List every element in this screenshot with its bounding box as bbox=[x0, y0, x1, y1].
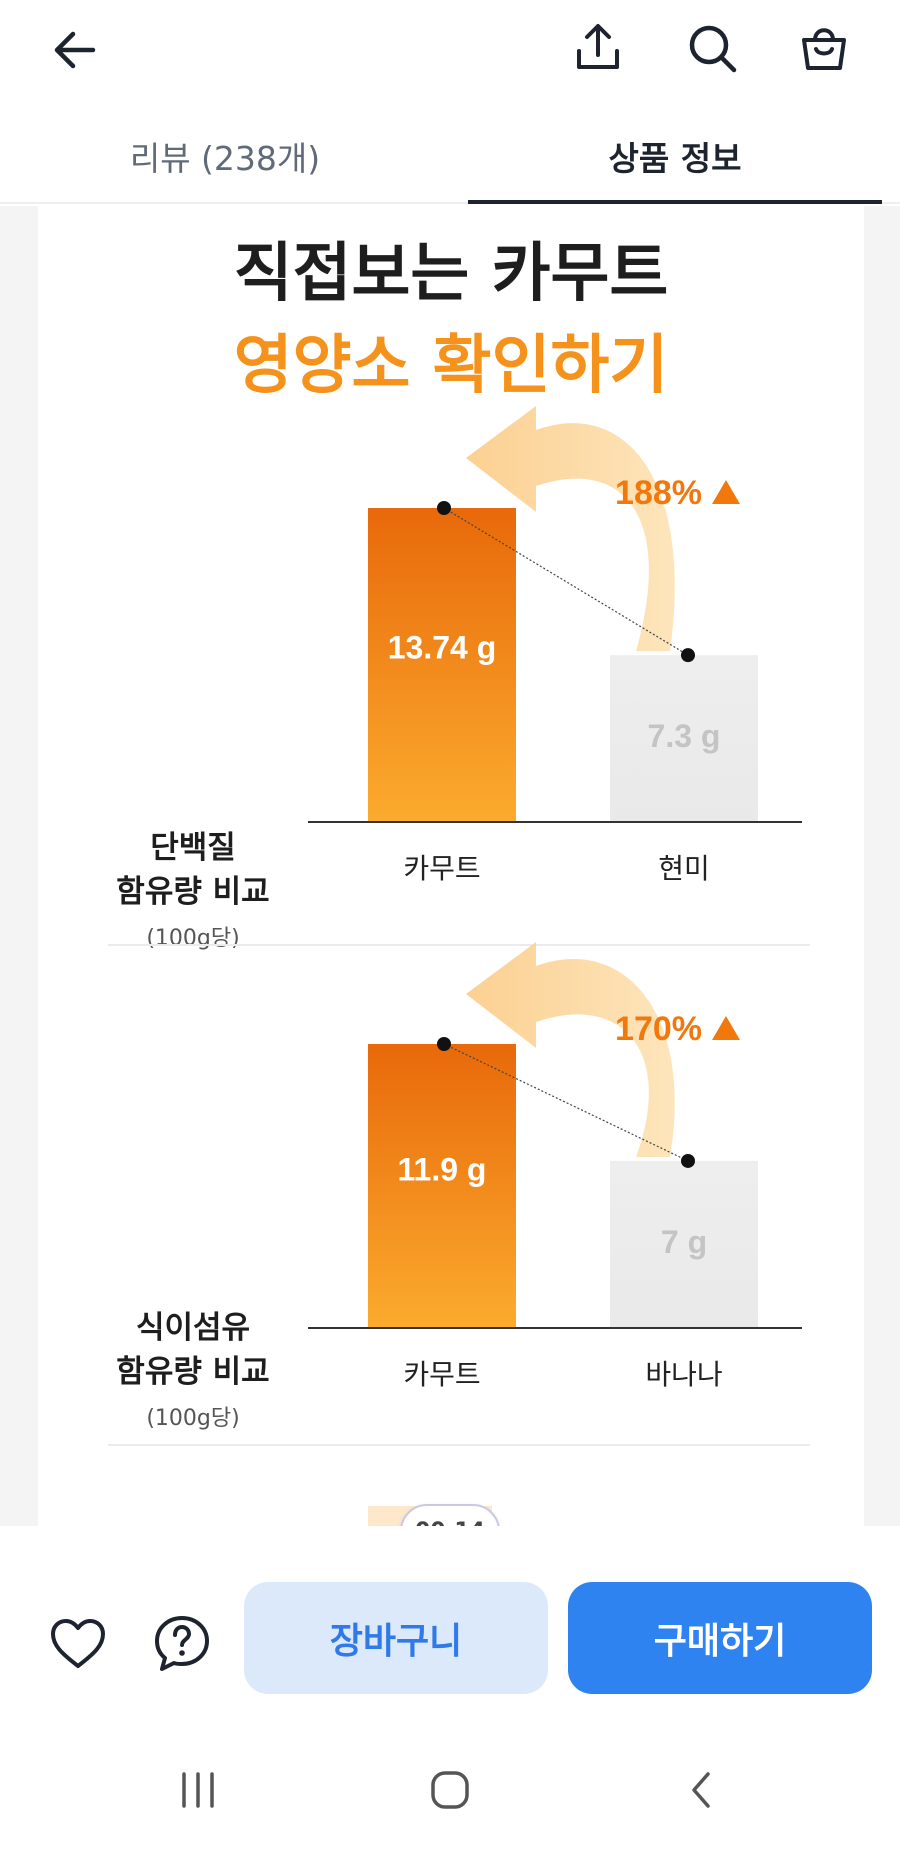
top-bar bbox=[0, 0, 900, 96]
heart-icon bbox=[51, 1619, 105, 1668]
section-label: 단백질 함유량 비교 (100g당) bbox=[78, 826, 308, 952]
search-button[interactable] bbox=[676, 12, 748, 84]
section-title-line1: 단백질 bbox=[150, 830, 236, 866]
value-dot bbox=[437, 501, 451, 515]
section-divider bbox=[108, 944, 810, 946]
section-title-line2: 함유량 비교 bbox=[116, 1354, 270, 1390]
system-back-button[interactable] bbox=[662, 1760, 742, 1820]
up-triangle-icon bbox=[712, 480, 740, 504]
bar-현미 bbox=[610, 655, 758, 822]
percent-annotation: 170% bbox=[615, 1010, 702, 1048]
value-dot bbox=[437, 1037, 451, 1051]
product-detail-content[interactable]: 직접보는 카무트 영양소 확인하기 단백질 함유량 비교 (100g당) 식이섬… bbox=[0, 206, 900, 1526]
buy-now-button[interactable]: 구매하기 bbox=[568, 1582, 872, 1694]
back-icon bbox=[692, 1772, 710, 1808]
system-navigation-bar bbox=[0, 1740, 900, 1850]
increase-arrow-icon bbox=[466, 406, 675, 652]
wishlist-button[interactable] bbox=[44, 1610, 112, 1678]
fiber-comparison-section: 식이섬유 함유량 비교 (100g당) bbox=[38, 946, 864, 1456]
bar-value-label: 7.3 g bbox=[648, 718, 721, 754]
section-unit-note: (100g당) bbox=[146, 926, 240, 951]
chart-1: 11.9 g 7 g 카무트 바나나 170% bbox=[308, 942, 802, 1391]
connector-line bbox=[443, 1043, 689, 1162]
bottom-action-bar: 장바구니 구매하기 bbox=[0, 1526, 900, 1696]
share-icon bbox=[577, 24, 619, 69]
category-label: 바나나 bbox=[645, 1358, 722, 1391]
bar-value-label: 11.9 g bbox=[398, 1151, 487, 1187]
shopping-bag-button[interactable] bbox=[788, 12, 860, 84]
section-unit-note: (100g당) bbox=[146, 1406, 240, 1431]
detail-image-card: 직접보는 카무트 영양소 확인하기 단백질 함유량 비교 (100g당) 식이섬… bbox=[38, 206, 864, 1526]
up-triangle-icon bbox=[712, 1016, 740, 1040]
value-dot bbox=[681, 1153, 695, 1168]
share-button[interactable] bbox=[562, 12, 634, 84]
category-label: 현미 bbox=[658, 852, 710, 885]
percent-annotation: 188% bbox=[615, 474, 702, 512]
bar-카무트 bbox=[368, 1044, 516, 1328]
section-title-line1: 식이섬유 bbox=[135, 1310, 251, 1346]
section-divider bbox=[108, 1444, 810, 1446]
question-icon bbox=[155, 1616, 209, 1671]
bar-value-label: 13.74 g bbox=[388, 630, 497, 666]
tab-product-info[interactable]: 상품 정보 bbox=[450, 110, 900, 204]
home-icon bbox=[431, 1771, 469, 1809]
tab-reviews[interactable]: 리뷰 (238개) bbox=[129, 139, 321, 178]
recent-apps-icon bbox=[182, 1772, 214, 1808]
bar-카무트 bbox=[368, 508, 516, 822]
section-label: 식이섬유 함유량 비교 (100g당) bbox=[78, 1306, 308, 1432]
section-title-line2: 함유량 비교 bbox=[116, 874, 270, 910]
chart-0: 13.74 g 7.3 g 카무트 현미 188% bbox=[308, 406, 802, 885]
category-label: 카무트 bbox=[403, 852, 480, 885]
inquiry-button[interactable] bbox=[148, 1610, 216, 1678]
bar-value-label: 7 g bbox=[661, 1224, 707, 1260]
recent-apps-button[interactable] bbox=[158, 1760, 238, 1820]
category-label: 카무트 bbox=[403, 1358, 480, 1391]
bar-바나나 bbox=[610, 1160, 758, 1328]
search-icon bbox=[689, 25, 737, 73]
add-to-cart-button[interactable]: 장바구니 bbox=[244, 1582, 548, 1694]
back-arrow-icon bbox=[54, 31, 96, 69]
back-button[interactable] bbox=[40, 14, 112, 86]
value-dot bbox=[681, 648, 695, 663]
headline-line2: 영양소 확인하기 bbox=[233, 329, 669, 403]
shopping-bag-icon bbox=[802, 28, 846, 70]
headline-line1: 직접보는 카무트 bbox=[233, 237, 669, 311]
increase-arrow-icon bbox=[466, 942, 675, 1157]
tab-bar: 리뷰 (238개) 상품 정보 bbox=[0, 110, 900, 204]
protein-comparison-section: 단백질 함유량 비교 (100g당) bbox=[38, 426, 864, 951]
connector-line bbox=[443, 507, 689, 656]
home-button[interactable] bbox=[410, 1760, 490, 1820]
